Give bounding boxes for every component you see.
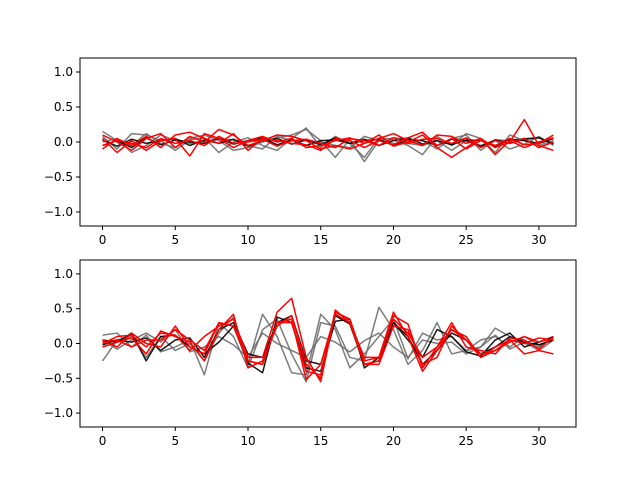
y-tick-label: 0.5 xyxy=(54,100,73,114)
y-tick-label: −0.5 xyxy=(44,170,73,184)
top-subplot: 0 5 10 15 20 25 30 1.0 0.5 0.0 −0.5 −1.0 xyxy=(44,57,577,247)
series-group xyxy=(102,118,554,163)
series-line-7 xyxy=(102,132,554,159)
y-tick-label: −1.0 xyxy=(44,205,73,219)
series-line-8 xyxy=(102,135,554,149)
series-line-8 xyxy=(102,311,554,376)
series-line-1 xyxy=(101,313,554,376)
y-tick-label: 1.0 xyxy=(54,65,73,79)
x-tick-label: 15 xyxy=(313,233,328,247)
bottom-subplot: 0 5 10 15 20 25 30 1.0 0.5 0.0 −0.5 −1.0 xyxy=(44,259,577,448)
y-tick-label: 1.0 xyxy=(54,267,73,281)
x-tick-label: 30 xyxy=(531,233,546,247)
series-line-6 xyxy=(102,313,554,381)
y-tick-label: 0.0 xyxy=(54,337,73,351)
y-tick-label: 0.0 xyxy=(54,135,73,149)
x-tick-label: 0 xyxy=(99,233,107,247)
x-tick-label: 25 xyxy=(459,434,474,448)
x-tick-label: 10 xyxy=(240,233,255,247)
x-tick-label: 10 xyxy=(240,434,255,448)
x-tick-label: 15 xyxy=(313,434,328,448)
series-group xyxy=(101,297,554,383)
x-tick-label: 5 xyxy=(171,233,179,247)
x-tick-label: 20 xyxy=(386,233,401,247)
x-tick-label: 5 xyxy=(171,434,179,448)
x-tick-label: 30 xyxy=(531,434,546,448)
x-tick-label: 25 xyxy=(459,233,474,247)
y-tick-label: 0.5 xyxy=(54,302,73,316)
y-tick-label: −1.0 xyxy=(44,406,73,420)
x-tick-label: 20 xyxy=(386,434,401,448)
x-tick-label: 0 xyxy=(99,434,107,448)
series-line-6 xyxy=(102,131,554,152)
y-tick-label: −0.5 xyxy=(44,371,73,385)
